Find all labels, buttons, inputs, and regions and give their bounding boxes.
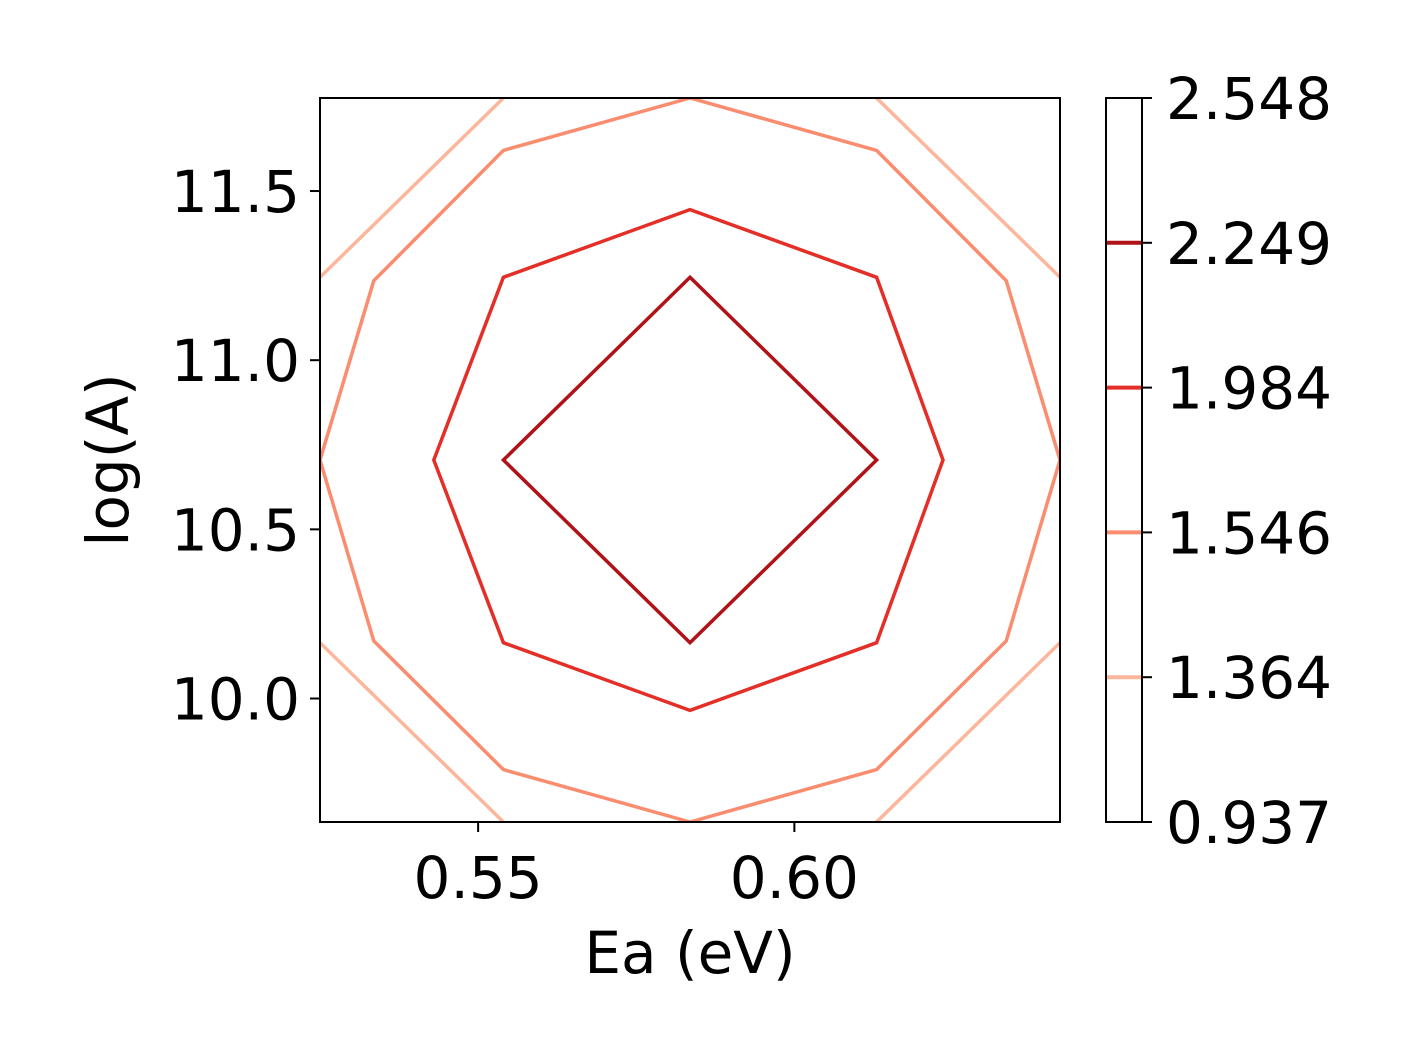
colorbar-tick-label: 1.984 [1166, 355, 1332, 423]
x-tick-label: 0.55 [414, 844, 543, 912]
contour-line-1.546 [320, 98, 1060, 822]
colorbar: 0.937 1.364 1.546 1.984 2.249 2.548 [1105, 65, 1332, 857]
plot-area [319, 97, 1061, 823]
x-tick-label: 0.60 [730, 844, 859, 912]
y-axis-label: log(A) [74, 373, 142, 546]
contour-lines [320, 98, 1060, 822]
y-tick-label: 11.5 [171, 158, 300, 226]
contour-line-1.984 [431, 207, 945, 713]
colorbar-frame [1105, 97, 1143, 823]
y-tick-label: 10.5 [171, 496, 300, 564]
x-axis-label: Ea (eV) [584, 919, 795, 987]
colorbar-tick-label: 0.937 [1166, 789, 1332, 857]
contour-line-1.364-segment-1 [320, 98, 505, 279]
contour-line-1.364-segment-3 [320, 641, 505, 822]
colorbar-tick-label: 1.364 [1166, 644, 1332, 712]
contour-line-2.249 [500, 274, 880, 646]
contour-line-1.364-segment-2 [875, 98, 1060, 279]
y-axis: 10.0 10.5 11.0 11.5 [171, 158, 320, 734]
colorbar-tick-label: 2.249 [1166, 210, 1332, 278]
plot-frame [319, 97, 1061, 823]
y-tick-label: 11.0 [171, 327, 300, 395]
x-axis: 0.55 0.60 [414, 822, 859, 912]
y-tick-label: 10.0 [171, 666, 300, 734]
contour-line-1.364-segment-4 [875, 641, 1060, 822]
colorbar-tick-label: 2.548 [1166, 65, 1332, 133]
colorbar-tick-label: 1.546 [1166, 499, 1332, 567]
